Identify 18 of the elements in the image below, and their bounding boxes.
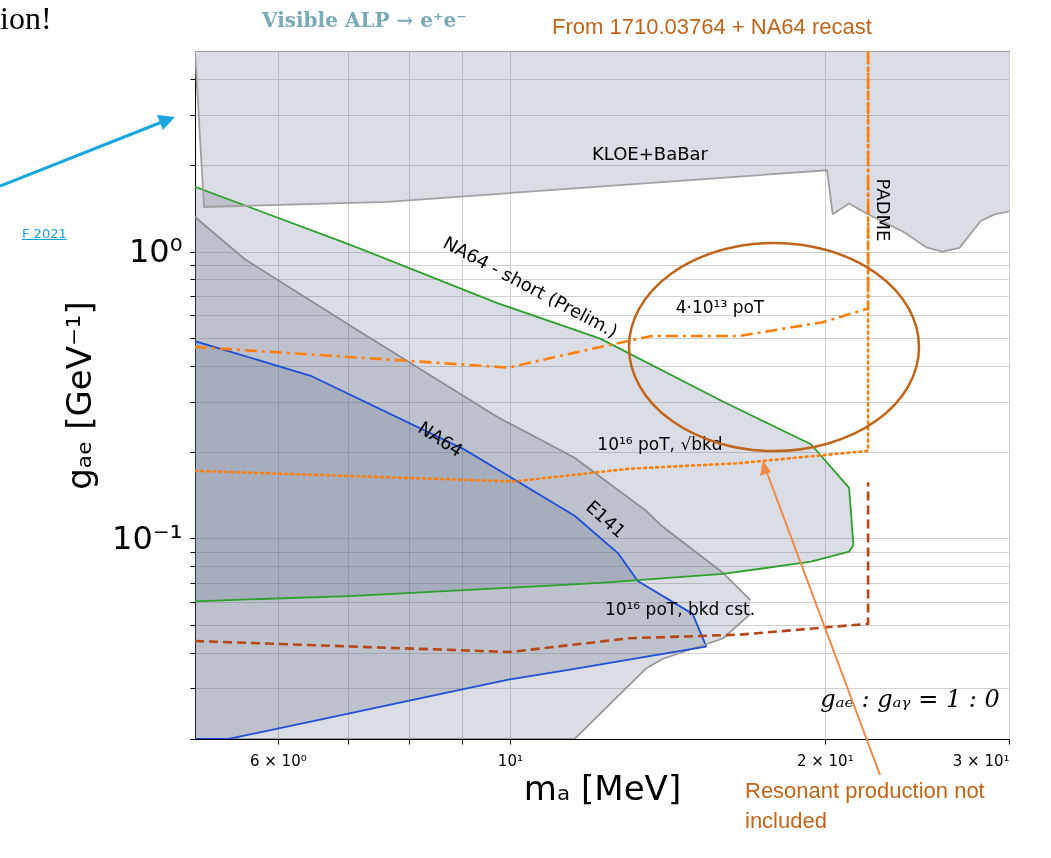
chart-title: Visible ALP → e⁺e⁻ (262, 8, 467, 32)
annotation: PADME (873, 178, 894, 242)
x-axis-title: mₐ [MeV] (523, 767, 682, 808)
y-axis-title: gₐₑ [GeV⁻¹] (59, 301, 100, 490)
x-tick-label: 3 × 10¹ (952, 751, 1010, 770)
text: ion! (0, 0, 52, 37)
annotation: gₐₑ : gₐᵧ = 1 : 0 (820, 685, 1000, 713)
annotation: KLOE+BaBar (592, 143, 709, 164)
chart-subtitle: From 1710.03764 + NA64 recast (552, 14, 872, 40)
x-tick-label: 2 × 10¹ (796, 751, 854, 770)
x-tick-label: 10¹ (497, 751, 523, 770)
y-tick-label: 10⁰ (128, 232, 183, 271)
text: Resonant production not included (745, 777, 986, 835)
x-tick-label: 6 × 10⁰ (249, 751, 307, 770)
annotation: 4·10¹³ poT (675, 297, 765, 317)
y-tick-label: 10⁻¹ (112, 518, 183, 557)
annotation: 10¹⁶ poT, bkd cst. (604, 599, 756, 619)
text: F 2021 (22, 226, 67, 241)
